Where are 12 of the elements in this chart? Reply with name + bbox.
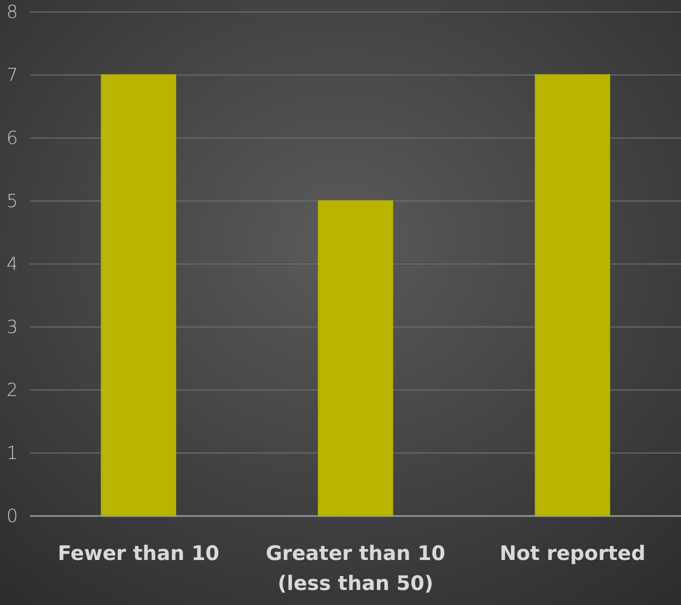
y-tick-label: 7 xyxy=(6,64,18,86)
y-tick-label: 1 xyxy=(6,442,18,464)
y-tick-label: 0 xyxy=(6,506,18,527)
y-tick-label: 3 xyxy=(6,316,18,338)
y-tick-label: 2 xyxy=(6,380,18,401)
y-tick-label: 4 xyxy=(6,254,18,275)
x-tick-label: Fewer than 10 xyxy=(58,541,220,565)
y-tick-label: 5 xyxy=(6,190,18,212)
x-tick-label: Not reported xyxy=(500,541,646,565)
y-tick-label: 8 xyxy=(6,2,18,23)
y-tick-label: 6 xyxy=(6,128,18,149)
x-tick-label: Greater than 10 (less than 50) xyxy=(266,541,446,595)
